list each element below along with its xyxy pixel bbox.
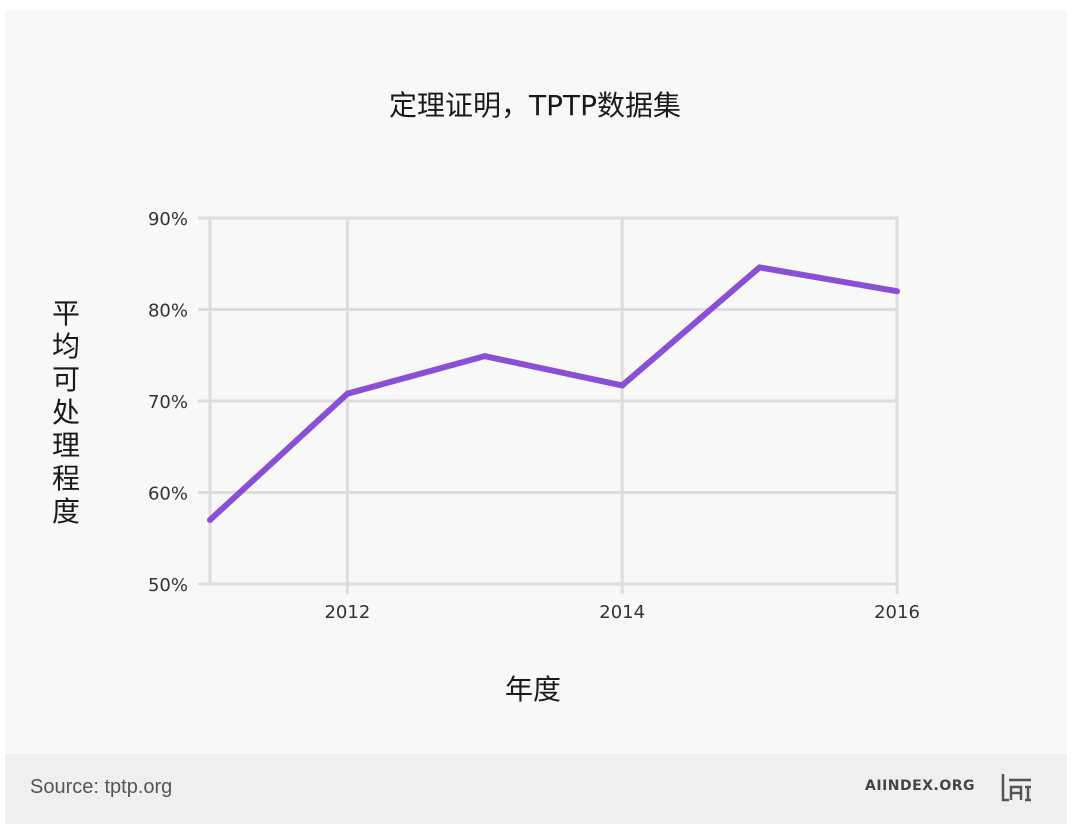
series-layer (207, 264, 900, 523)
data-point (344, 390, 351, 397)
x-tick-label: 2016 (874, 602, 920, 623)
brand-link[interactable]: AIINDEX.ORG (865, 778, 975, 794)
y-tick-label: 70% (148, 392, 188, 413)
chart-title: 定理证明，TPTP数据集 (389, 89, 681, 122)
y-axis-ticks: 50% 60% 70% 80% 90% (148, 209, 188, 596)
x-tick-label: 2014 (599, 602, 645, 623)
y-tick-label: 80% (148, 301, 188, 322)
x-axis-ticks: 2012 2014 2016 (324, 602, 919, 623)
y-tick-label: 90% (148, 209, 188, 230)
ai-logo-icon (1001, 774, 1031, 802)
line-chart: 定理证明，TPTP数据集 50%60%70%80%90% 2012 2014 201… (52, 89, 920, 706)
data-point (619, 382, 626, 389)
footer: Source: tptp.org AIINDEX.ORG (5, 754, 1067, 824)
chart-card (5, 10, 1067, 754)
data-point (756, 264, 763, 271)
y-tick-label: 60% (148, 484, 188, 505)
data-point (894, 288, 900, 295)
x-tick-label: 2012 (324, 602, 370, 623)
source-text: Source: tptp.org (30, 776, 173, 798)
series-line (207, 264, 898, 523)
y-tick-label: 50% (148, 575, 188, 596)
x-axis-label: 年度 (505, 673, 561, 706)
data-point (481, 353, 488, 360)
grid (198, 216, 899, 594)
y-axis-label: 平均可处理程度 (52, 297, 80, 528)
data-point (207, 516, 213, 523)
